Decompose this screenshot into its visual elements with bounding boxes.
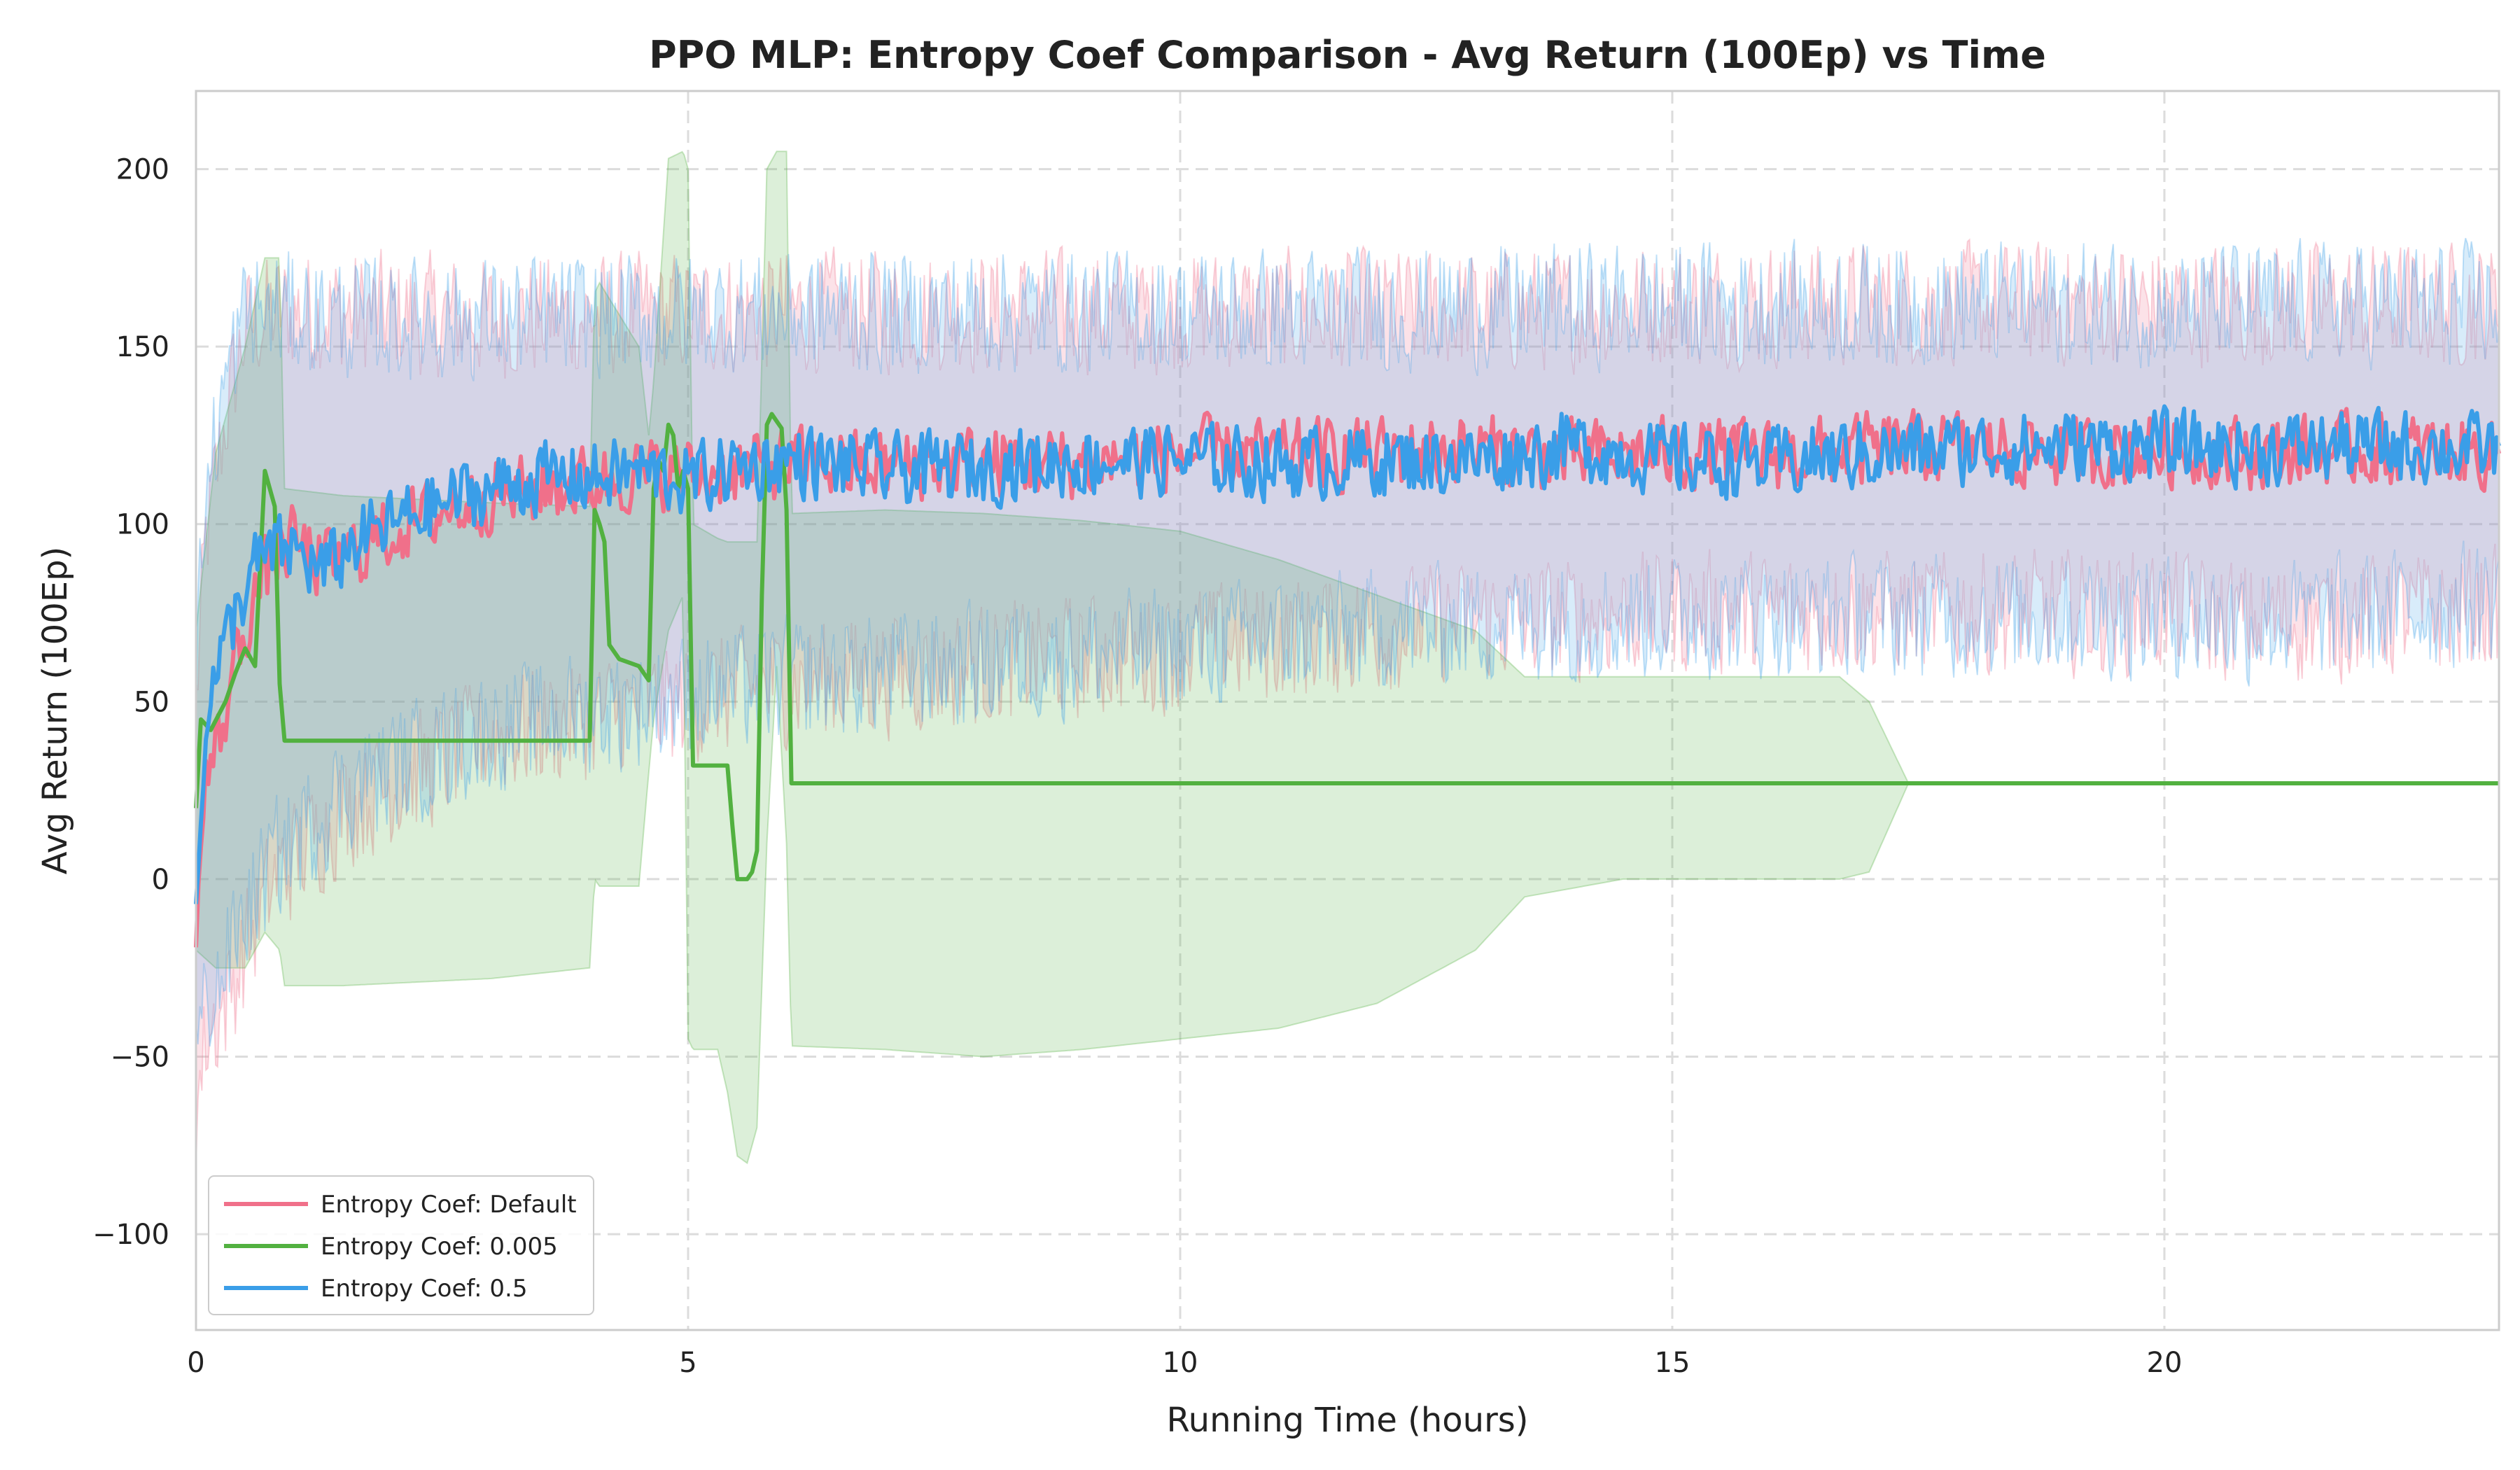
legend-label: Entropy Coef: 0.5	[321, 1275, 527, 1303]
lines	[194, 404, 2501, 948]
y-tick-label: 0	[152, 864, 169, 896]
x-axis-label: Running Time (hours)	[1166, 1401, 1528, 1440]
plot-frame	[195, 90, 2500, 1331]
series-line	[194, 412, 2499, 881]
y-tick-label: 200	[116, 154, 169, 186]
chart-title: PPO MLP: Entropy Coef Comparison - Avg R…	[649, 33, 2046, 77]
legend-label: Entropy Coef: 0.005	[321, 1233, 558, 1261]
y-tick-label: 50	[134, 686, 169, 718]
legend-frame	[208, 1175, 594, 1315]
y-tick-label: −50	[111, 1041, 169, 1073]
x-ticks: 0 5 10 15 20	[187, 1347, 2182, 1379]
plot-background	[196, 91, 2499, 1330]
y-tick-label: −100	[92, 1219, 169, 1251]
y-ticks: −100 −50 0 50 100 150 200	[92, 154, 169, 1251]
x-tick-label: 0	[187, 1347, 204, 1379]
x-tick-label: 20	[2147, 1347, 2183, 1379]
series-line	[194, 404, 2501, 904]
y-axis-label: Avg Return (100Ep)	[36, 547, 75, 875]
x-tick-label: 5	[679, 1347, 696, 1379]
x-tick-label: 15	[1655, 1347, 1690, 1379]
x-tick-label: 10	[1163, 1347, 1198, 1379]
legend-label: Entropy Coef: Default	[321, 1191, 577, 1219]
y-tick-label: 100	[116, 509, 169, 541]
legend: Entropy Coef: Default Entropy Coef: 0.005…	[208, 1175, 594, 1315]
y-tick-label: 150	[116, 331, 169, 363]
